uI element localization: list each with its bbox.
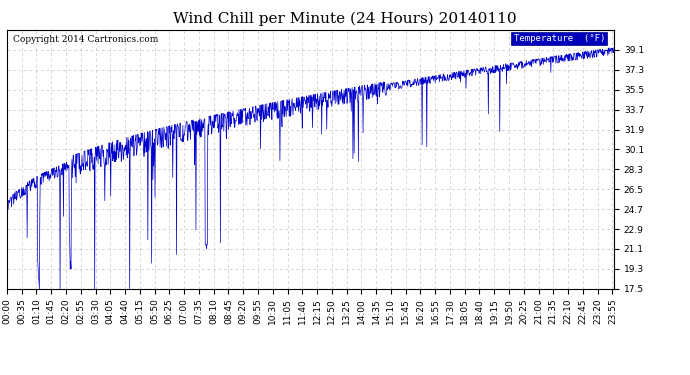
Text: Copyright 2014 Cartronics.com: Copyright 2014 Cartronics.com (13, 35, 158, 44)
Text: Temperature  (°F): Temperature (°F) (513, 34, 605, 43)
Text: Wind Chill per Minute (24 Hours) 20140110: Wind Chill per Minute (24 Hours) 2014011… (173, 11, 517, 26)
